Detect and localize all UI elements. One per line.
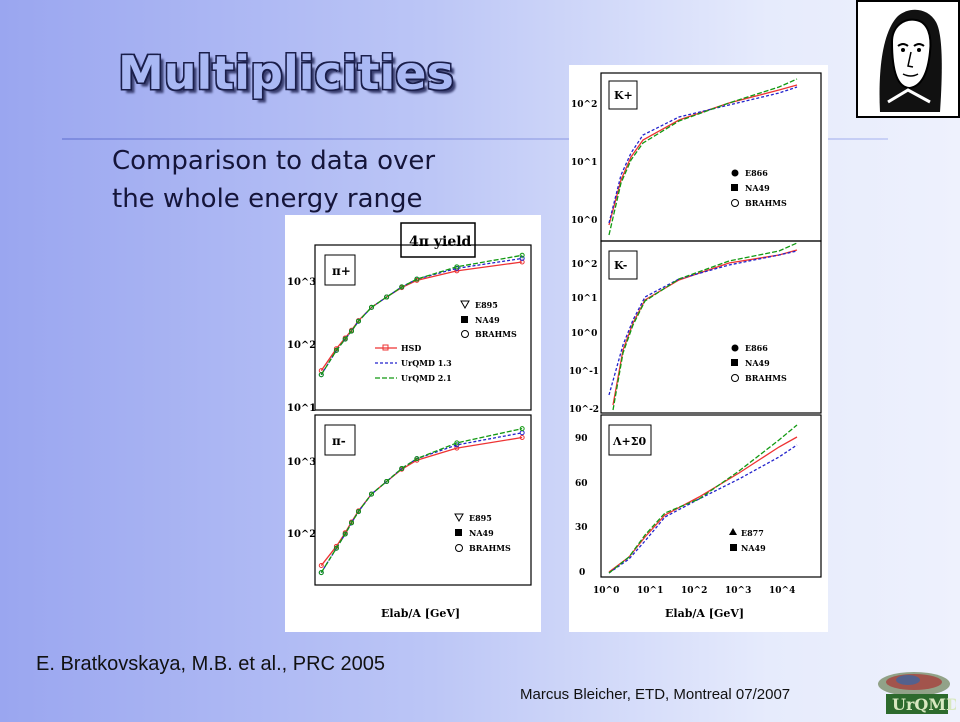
rp3-curves-curve-1 <box>608 444 798 574</box>
lp2-curves-point-0-10 <box>519 434 525 440</box>
ytick-pi-plus-2: 10^2 <box>287 340 316 351</box>
rp3-curves-curve-0 <box>608 436 798 573</box>
lp2-curves-point-1-10 <box>519 430 525 436</box>
rp2-curves-curve-2 <box>612 242 798 411</box>
lp1-curves-point-2-6 <box>384 294 390 300</box>
lp1-curves-point-2-4 <box>355 318 361 324</box>
title-divider <box>62 138 888 140</box>
lp2-curves-point-2-5 <box>368 491 374 497</box>
panel-label-pi-plus: π+ <box>332 264 351 278</box>
lp2-curves-point-2-9 <box>454 440 460 446</box>
ytick-kminus-0: 10^-2 <box>569 405 599 415</box>
lp1-curves-point-2-8 <box>414 276 420 282</box>
ytick-lambda-90: 90 <box>575 434 588 444</box>
xlabel-right: Elab/A [GeV] <box>665 607 744 620</box>
reference-citation: E. Bratkovskaya, M.B. et al., PRC 2005 <box>36 653 386 675</box>
ytick-lambda-60: 60 <box>575 479 588 489</box>
ytick-lambda-30: 30 <box>575 523 588 533</box>
lp2-curves-point-0-9 <box>454 445 460 451</box>
lp2-curves-point-2-3 <box>349 520 355 526</box>
ytick-kminus-3: 10^1 <box>571 294 597 304</box>
footer-author: Marcus Bleicher, ETD, Montreal 07/2007 <box>520 686 791 703</box>
pion-yield-figure: 4π yield π+ 10^1 10^2 10^3 HSD UrQMD 1.3… <box>285 215 541 632</box>
lp1-curves-point-2-3 <box>349 328 355 334</box>
legend-brahms-bottom: BRAHMS <box>469 543 511 553</box>
xtick-1: 10^1 <box>637 586 663 596</box>
legend-urqmd21: UrQMD 2.1 <box>401 373 452 383</box>
ytick-pi-plus-3: 10^3 <box>287 277 316 288</box>
legend-na49-top: NA49 <box>475 315 500 325</box>
lp1-curves-point-2-5 <box>368 304 374 310</box>
xtick-2: 10^2 <box>681 586 707 596</box>
rp1-curves-curve-1 <box>608 86 798 224</box>
rp3-curves-curve-2 <box>608 424 798 574</box>
panel-label-k-plus: K+ <box>614 89 633 102</box>
lp1-curves-point-2-10 <box>519 252 525 258</box>
lp1-curves-series-2 <box>320 254 523 376</box>
legend-urqmd13: UrQMD 1.3 <box>401 358 452 368</box>
panel-label-lambda: Λ+Σ0 <box>612 435 647 448</box>
lp2-curves-point-2-10 <box>519 426 525 432</box>
rp1-curves-curve-0 <box>608 84 798 226</box>
urqmd-logo: UrQMD <box>872 662 960 718</box>
xtick-3: 10^3 <box>725 586 751 596</box>
lp2-curves-point-2-4 <box>355 509 361 515</box>
legend-e895-bottom: E895 <box>469 513 492 523</box>
legend-e866-kminus: E866 <box>745 343 768 353</box>
lp1-curves-point-1-10 <box>519 255 525 261</box>
xtick-4: 10^4 <box>769 586 795 596</box>
lp1-curves-point-2-1 <box>333 347 339 353</box>
legend-na49-kminus: NA49 <box>745 358 770 368</box>
rp1-curves-curve-2 <box>608 78 798 236</box>
ytick-pi-minus-1: 10^2 <box>287 529 316 540</box>
bullet-text: Comparison to data over the whole energy… <box>112 146 436 214</box>
yield-header: 4π yield <box>409 234 472 250</box>
lp1-curves-point-2-2 <box>342 336 348 342</box>
goethe-portrait-logo <box>856 0 960 118</box>
lp2-curves-series-2 <box>320 428 523 573</box>
ytick-kminus-2: 10^0 <box>571 329 597 339</box>
ytick-pi-plus-1: 10^1 <box>287 403 316 414</box>
lp2-curves-point-2-2 <box>342 531 348 537</box>
legend-na49-bottom: NA49 <box>469 528 494 538</box>
ytick-kminus-1: 10^-1 <box>569 367 599 377</box>
panel-label-k-minus: K- <box>614 259 627 272</box>
lp2-curves-point-2-6 <box>384 479 390 485</box>
legend-hsd: HSD <box>401 343 421 353</box>
lp2-curves-point-2-1 <box>333 545 339 551</box>
lp1-curves-point-2-7 <box>399 284 405 290</box>
lp2-curves-point-0-0 <box>318 563 324 569</box>
ytick-kplus-1: 10^1 <box>571 158 597 168</box>
slide-title: Multiplicities <box>118 46 454 100</box>
legend-na49-kplus: NA49 <box>745 183 770 193</box>
legend-e877: E877 <box>741 528 764 538</box>
xtick-0: 10^0 <box>593 586 619 596</box>
legend-e895-top: E895 <box>475 300 498 310</box>
legend-e866-kplus: E866 <box>745 168 768 178</box>
kaon-lambda-figure: K+ 10^0 10^1 10^2 E866 NA49 BRAHMS K- 10… <box>569 65 828 632</box>
ytick-lambda-0: 0 <box>579 568 585 578</box>
lp1-curves-point-2-0 <box>318 372 324 378</box>
rp2-curves-curve-1 <box>608 250 798 396</box>
legend-brahms-kplus: BRAHMS <box>745 198 787 208</box>
ytick-kminus-4: 10^2 <box>571 260 597 270</box>
lp1-curves-point-2-9 <box>454 264 460 270</box>
ytick-kplus-2: 10^2 <box>571 100 597 110</box>
lp2-curves-point-2-8 <box>414 456 420 462</box>
ytick-pi-minus-2: 10^3 <box>287 457 316 468</box>
legend-na49-lambda: NA49 <box>741 543 766 553</box>
ytick-kplus-0: 10^0 <box>571 216 597 226</box>
xlabel-left: Elab/A [GeV] <box>381 607 460 620</box>
lp2-curves-point-2-0 <box>318 570 324 576</box>
legend-brahms-top: BRAHMS <box>475 329 517 339</box>
legend-brahms-kminus: BRAHMS <box>745 373 787 383</box>
panel-label-pi-minus: π- <box>332 434 346 448</box>
logo-text: UrQMD <box>892 695 956 714</box>
lp2-curves-point-2-7 <box>399 465 405 471</box>
